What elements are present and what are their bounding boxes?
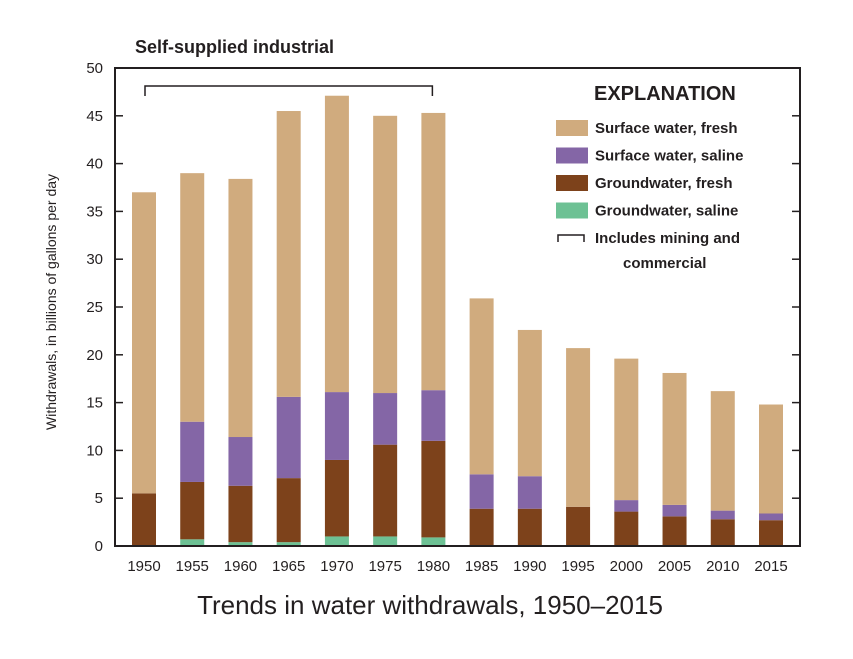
y-tick-label: 5 [95,490,103,507]
x-tick-label: 2005 [658,558,691,575]
chart-title: Self-supplied industrial [135,37,334,57]
bar-1980-groundwater-saline [421,537,446,546]
y-tick-label: 0 [95,538,103,555]
bar-1975-groundwater-fresh [373,444,398,537]
bar-1955-groundwater-fresh [180,481,205,540]
bar-2000-groundwater-fresh [614,511,639,546]
bar-1970-surface-water-saline [324,392,349,460]
bar-1965-surface-water-saline [276,396,301,479]
y-axis-label: Withdrawals, in billions of gallons per … [43,174,59,430]
legend-label: Surface water, fresh [595,120,738,137]
bar-1995-groundwater-fresh [566,506,591,546]
bar-1985-surface-water-fresh [469,298,494,475]
y-tick-label: 10 [86,442,103,459]
y-tick-label: 15 [86,395,103,412]
bar-2015-surface-water-saline [759,513,783,521]
bar-2000-surface-water-saline [614,500,639,512]
bar-1975-groundwater-saline [373,536,398,546]
x-tick-label: 2010 [706,558,739,575]
legend-label: Includes mining and [595,230,740,247]
bar-2005-groundwater-fresh [662,516,687,546]
bar-2010-surface-water-fresh [710,391,735,511]
x-tick-label: 1990 [513,558,546,575]
y-tick-label: 40 [86,156,103,173]
bar-2010-surface-water-saline [710,510,735,520]
legend-label: Surface water, saline [595,148,743,165]
bar-1990-surface-water-fresh [517,329,542,477]
x-tick-label: 1995 [561,558,594,575]
plot-frame [114,67,801,547]
bar-1965-groundwater-saline [276,542,301,546]
bar-1955-surface-water-saline [180,421,205,482]
bar-1975-surface-water-fresh [373,115,398,394]
y-tick-label: 50 [86,60,103,77]
bar-1990-surface-water-saline [517,476,542,509]
bar-1980-groundwater-fresh [421,440,446,538]
y-tick-label: 45 [86,108,103,125]
legend-swatch [556,175,588,191]
x-tick-label: 1960 [224,558,257,575]
legend-swatch [556,202,588,219]
legend-swatch [556,147,588,164]
legend-bracket-icon [557,234,585,242]
x-tick-label: 2015 [754,558,787,575]
y-tick-label: 20 [86,347,103,364]
x-tick-label: 1965 [272,558,305,575]
x-tick-label: 1975 [368,558,401,575]
x-tick-label: 1950 [127,558,160,575]
bar-1990-groundwater-fresh [517,508,542,546]
bar-2005-surface-water-fresh [662,372,687,505]
x-tick-label: 1980 [417,558,450,575]
legend-label: Groundwater, fresh [595,175,733,192]
legend-label: commercial [623,255,706,272]
bar-1980-surface-water-fresh [421,112,446,391]
bar-1960-surface-water-saline [228,437,253,486]
legend-title: EXPLANATION [594,83,736,105]
bar-1980-surface-water-saline [421,390,446,441]
y-tick-label: 35 [86,203,103,220]
bar-2015-groundwater-fresh [759,520,783,546]
bar-1950-surface-water-fresh [132,192,156,494]
bar-1970-groundwater-fresh [324,459,349,537]
chart-caption: Trends in water withdrawals, 1950–2015 [197,590,663,620]
bar-1995-surface-water-fresh [566,348,591,507]
bar-1965-surface-water-fresh [276,111,301,397]
bar-1985-groundwater-fresh [469,508,494,546]
legend-swatch [556,120,588,136]
bar-1960-groundwater-saline [228,542,253,546]
bar-2010-groundwater-fresh [710,519,735,546]
legend-label: Groundwater, saline [595,203,738,220]
bar-2005-surface-water-saline [662,504,687,517]
bar-1970-groundwater-saline [324,536,349,546]
mining-commercial-bracket [144,85,434,96]
x-tick-label: 1955 [176,558,209,575]
bar-1955-groundwater-saline [180,539,205,546]
bar-1970-surface-water-fresh [324,95,349,393]
bar-1955-surface-water-fresh [180,173,205,422]
x-tick-label: 1985 [465,558,498,575]
bar-2000-surface-water-fresh [614,358,639,501]
bar-1960-groundwater-fresh [228,485,253,543]
x-tick-label: 1970 [320,558,353,575]
x-tick-label: 2000 [610,558,643,575]
bar-2015-surface-water-fresh [759,404,783,514]
bar-1950-groundwater-fresh [132,493,156,546]
bar-1985-surface-water-saline [469,474,494,509]
bar-1960-surface-water-fresh [228,178,253,438]
bar-1965-groundwater-fresh [276,478,301,543]
y-tick-label: 25 [86,299,103,316]
bar-1975-surface-water-saline [373,393,398,445]
y-tick-label: 30 [86,251,103,268]
